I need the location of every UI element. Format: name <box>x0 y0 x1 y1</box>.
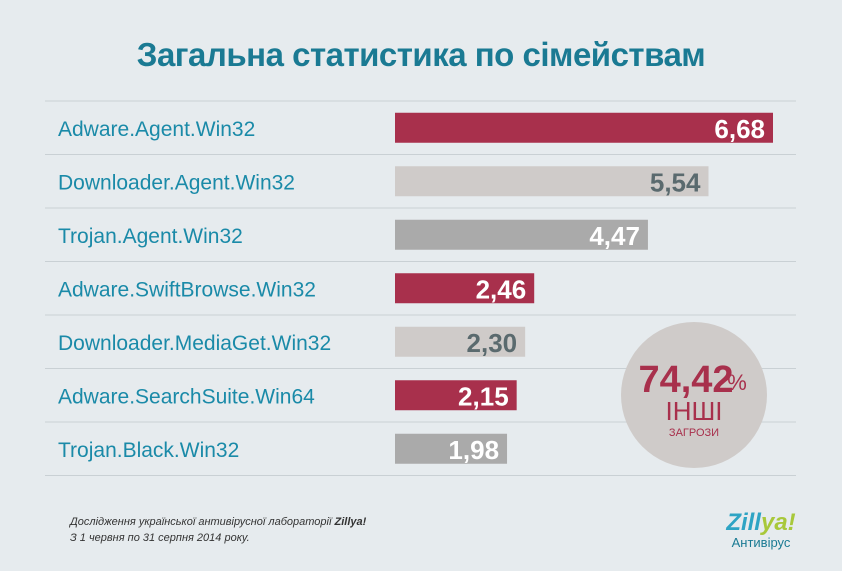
category-label: Trojan.Black.Win32 <box>58 439 239 462</box>
logo-name-main: Zill <box>726 509 761 536</box>
bar-value-label: 4,47 <box>589 221 640 251</box>
logo-wordmark: Zillya! <box>720 510 802 536</box>
logo-subtitle: Антивірус <box>731 535 791 550</box>
others-label: ІНШІ <box>665 396 722 426</box>
chart-title: Загальна статистика по сімействам <box>136 36 706 73</box>
others-sublabel: ЗАГРОЗИ <box>669 427 719 439</box>
zillya-logo: Zillya! Антивірус <box>720 510 802 550</box>
category-label: Trojan.Agent.Win32 <box>58 225 243 248</box>
bar <box>395 219 648 250</box>
bar <box>395 380 517 411</box>
footer-note-line1: Дослідження української антивірусної лаб… <box>70 516 335 528</box>
bar-value-label: 2,46 <box>476 274 527 304</box>
bar <box>395 112 773 143</box>
bar-value-label: 5,54 <box>650 167 701 197</box>
bar-value-label: 2,15 <box>458 381 509 411</box>
bar-chart: Adware.Agent.Win32 6,68 Downloader.Agent.W… <box>45 100 796 476</box>
category-label: Adware.SearchSuite.Win64 <box>58 385 315 408</box>
category-label: Adware.SwiftBrowse.Win32 <box>58 278 316 301</box>
bar <box>395 433 508 464</box>
others-circle <box>621 322 767 468</box>
bar-value-label: 1,98 <box>448 435 499 465</box>
footer-note-brand: Zillya! <box>334 516 367 528</box>
bar <box>395 326 526 357</box>
others-percent-sign: % <box>727 370 747 395</box>
bar <box>395 273 535 304</box>
others-value: 74,42 <box>638 359 733 401</box>
category-label: Adware.Agent.Win32 <box>58 118 255 141</box>
footer-note-line2: З 1 червня по 31 серпня 2014 року. <box>70 532 250 544</box>
category-label: Downloader.Agent.Win32 <box>58 171 295 194</box>
category-label: Downloader.MediaGet.Win32 <box>58 332 331 355</box>
footer-note: Дослідження української антивірусної лаб… <box>70 514 366 546</box>
logo-name-accent: ya! <box>760 509 796 536</box>
bar-value-label: 6,68 <box>714 114 765 144</box>
bar <box>395 166 709 197</box>
bar-value-label: 2,30 <box>467 328 518 358</box>
